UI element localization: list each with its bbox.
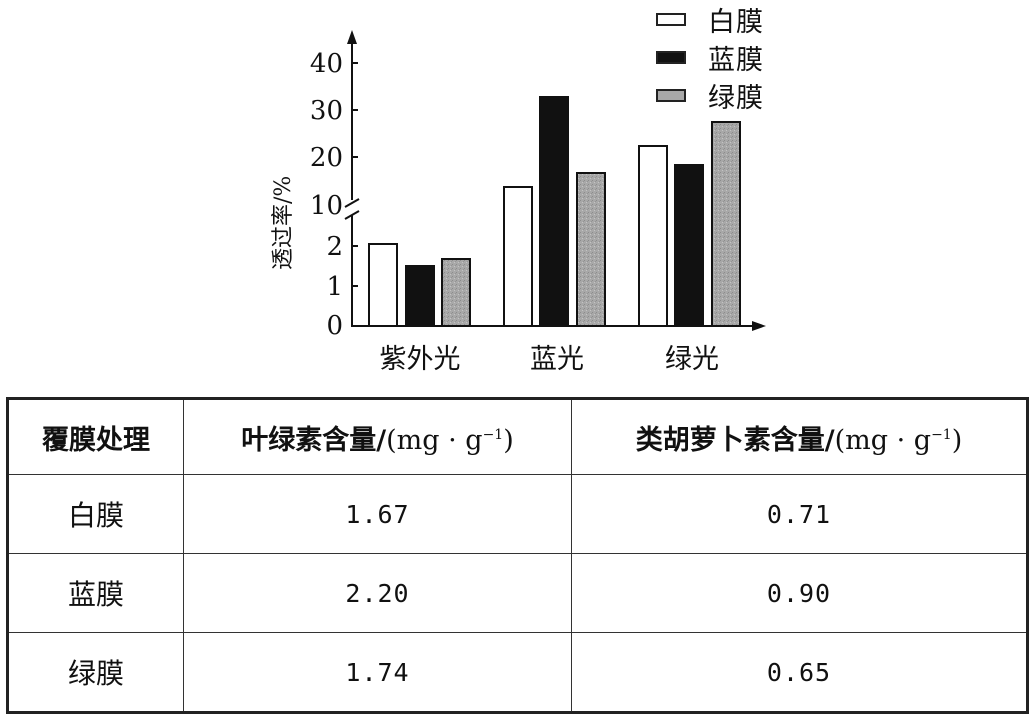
y-tick-40: 40	[310, 49, 343, 79]
legend-swatch-white	[656, 12, 686, 26]
x-label-green: 绿光	[665, 344, 719, 375]
y-tick-20: 20	[310, 143, 343, 173]
table-row: 白膜 1.67 0.71	[7, 474, 1028, 554]
bar-chart: 40 30 20 10 2 1 0 透过率/% 紫外光 蓝光 绿光	[271, 30, 766, 375]
table-header-row: 覆膜处理 叶绿素含量/(mg · g−1) 类胡萝卜素含量/(mg · g−1)	[7, 398, 1028, 475]
legend-swatch-blue	[656, 50, 686, 64]
header-chlorophyll: 叶绿素含量/(mg · g−1)	[183, 398, 572, 475]
unit-sup: −1	[931, 426, 952, 443]
y-axis-label: 透过率/%	[271, 176, 296, 270]
cell-treatment: 绿膜	[7, 632, 184, 713]
pigment-table: 覆膜处理 叶绿素含量/(mg · g−1) 类胡萝卜素含量/(mg · g−1)…	[6, 397, 1029, 714]
table-row: 蓝膜 2.20 0.90	[7, 553, 1028, 633]
y-tick-10: 10	[310, 191, 343, 221]
header-carotenoid-text: 类胡萝卜素含量/	[635, 424, 835, 456]
y-tick-30: 30	[310, 96, 343, 126]
cell-carotenoid: 0.65	[571, 632, 1028, 713]
chart-legend: 白膜 蓝膜 绿膜	[656, 0, 764, 114]
legend-swatch-green	[656, 88, 686, 102]
x-label-blue: 蓝光	[530, 344, 584, 375]
y-tick-2: 2	[326, 232, 343, 262]
bar-group-uv	[368, 243, 471, 327]
legend-item-white: 白膜	[656, 0, 764, 38]
x-tick-labels: 紫外光 蓝光 绿光	[380, 344, 720, 375]
bar-blue-blue	[539, 96, 569, 327]
bar-uv-blue	[405, 265, 435, 327]
bar-blue-green	[576, 172, 606, 327]
legend-item-blue: 蓝膜	[656, 38, 764, 76]
unit-open: (mg · g	[834, 424, 932, 456]
legend-item-green: 绿膜	[656, 76, 764, 114]
unit-close: )	[951, 424, 963, 456]
y-tick-labels: 40 30 20 10 2 1 0	[310, 49, 343, 341]
cell-carotenoid: 0.90	[571, 553, 1028, 633]
cell-chlorophyll: 2.20	[183, 553, 572, 633]
header-carotenoid: 类胡萝卜素含量/(mg · g−1)	[571, 398, 1028, 475]
bar-blue-white	[503, 186, 533, 327]
bar-group-blue-light	[503, 96, 606, 327]
bar-green-green	[711, 121, 741, 327]
header-treatment: 覆膜处理	[7, 398, 184, 475]
cell-chlorophyll: 1.74	[183, 632, 572, 713]
legend-label: 绿膜	[708, 82, 764, 114]
bar-uv-green	[441, 258, 471, 327]
unit-close: )	[503, 424, 514, 456]
unit-sup: −1	[482, 426, 504, 443]
cell-chlorophyll: 1.67	[183, 474, 572, 554]
bar-green-blue	[674, 164, 704, 327]
bar-group-green-light	[638, 121, 741, 327]
table-row: 绿膜 1.74 0.65	[7, 632, 1028, 713]
x-label-uv: 紫外光	[380, 344, 461, 375]
y-tick-1: 1	[326, 272, 343, 302]
unit-open: (mg · g	[386, 424, 483, 456]
bar-green-white	[638, 145, 668, 327]
cell-treatment: 白膜	[7, 474, 184, 554]
cell-carotenoid: 0.71	[571, 474, 1028, 554]
header-chlorophyll-text: 叶绿素含量/	[241, 424, 387, 456]
legend-label: 蓝膜	[708, 44, 764, 76]
bar-uv-white	[368, 243, 398, 327]
y-axis	[344, 30, 360, 326]
legend-label: 白膜	[708, 6, 764, 38]
y-tick-0: 0	[326, 311, 343, 341]
cell-treatment: 蓝膜	[7, 553, 184, 633]
